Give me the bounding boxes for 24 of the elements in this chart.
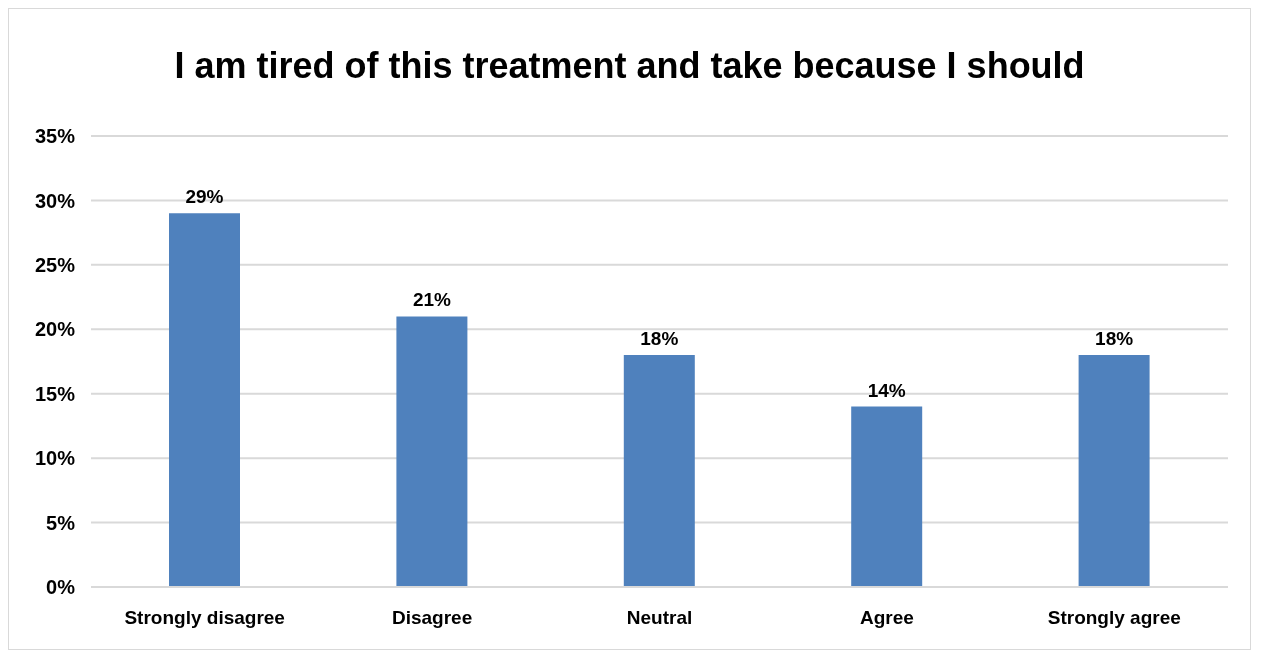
data-label: 14%: [867, 379, 906, 401]
bar: [851, 406, 923, 587]
y-tick-label: 25%: [34, 253, 76, 276]
bar: [396, 316, 468, 587]
y-tick-label: 20%: [34, 318, 76, 341]
y-tick-label: 15%: [34, 382, 76, 405]
y-tick-label: 0%: [46, 576, 76, 599]
y-tick-label: 5%: [46, 511, 76, 534]
bar: [1078, 355, 1150, 587]
x-tick-label: Disagree: [391, 607, 473, 629]
y-tick-label: 35%: [34, 125, 76, 148]
x-tick-label: Strongly agree: [1047, 607, 1181, 629]
data-label: 18%: [640, 328, 679, 350]
y-tick-label: 30%: [34, 189, 76, 212]
data-label: 29%: [185, 186, 224, 208]
chart-title: I am tired of this treatment and take because I should: [173, 44, 1086, 88]
bar: [169, 213, 240, 587]
x-tick-label: Strongly disagree: [124, 607, 285, 629]
y-tick-label: 10%: [34, 447, 76, 470]
x-tick-label: Neutral: [626, 607, 693, 629]
data-label: 21%: [412, 289, 452, 311]
x-tick-label: Agree: [859, 607, 914, 629]
bar: [623, 355, 695, 587]
data-label: 18%: [1095, 328, 1134, 350]
